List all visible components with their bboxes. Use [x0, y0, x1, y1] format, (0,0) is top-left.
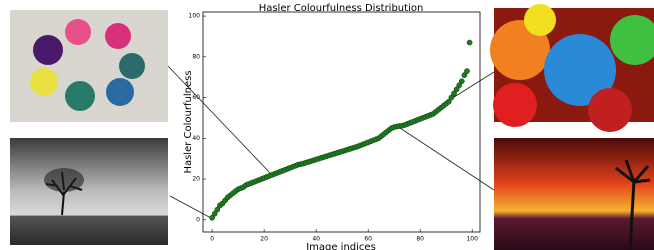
y-tick-label: 80 [192, 53, 200, 60]
point [467, 40, 472, 45]
x-tick-label: 40 [312, 236, 320, 243]
y-axis-label: Hasler Colourfulness [183, 70, 194, 173]
y-tick-label: 100 [189, 13, 201, 20]
x-tick-label: 60 [364, 236, 372, 243]
point [459, 79, 464, 84]
x-tick-label: 20 [260, 236, 268, 243]
plot-frame [203, 12, 480, 232]
x-tick-label: 100 [466, 236, 478, 243]
photo-balls [490, 4, 654, 132]
y-tick-label: 0 [196, 216, 200, 223]
y-tick-label: 40 [192, 135, 200, 142]
x-axis-label: Image indices [306, 242, 376, 250]
y-tick-label: 20 [192, 176, 200, 183]
x-tick-label: 0 [210, 236, 214, 243]
photo-sunset [494, 138, 654, 250]
x-tick-label: 80 [416, 236, 424, 243]
connectors [168, 66, 494, 218]
photo-tree [10, 138, 168, 245]
point [464, 68, 469, 73]
photo-cups [10, 10, 168, 122]
chart-title: Hasler Colourfulness Distribution [259, 3, 424, 14]
page: Hasler Colourfulness Distribution Image … [0, 0, 654, 250]
y-tick-label: 60 [192, 94, 200, 101]
